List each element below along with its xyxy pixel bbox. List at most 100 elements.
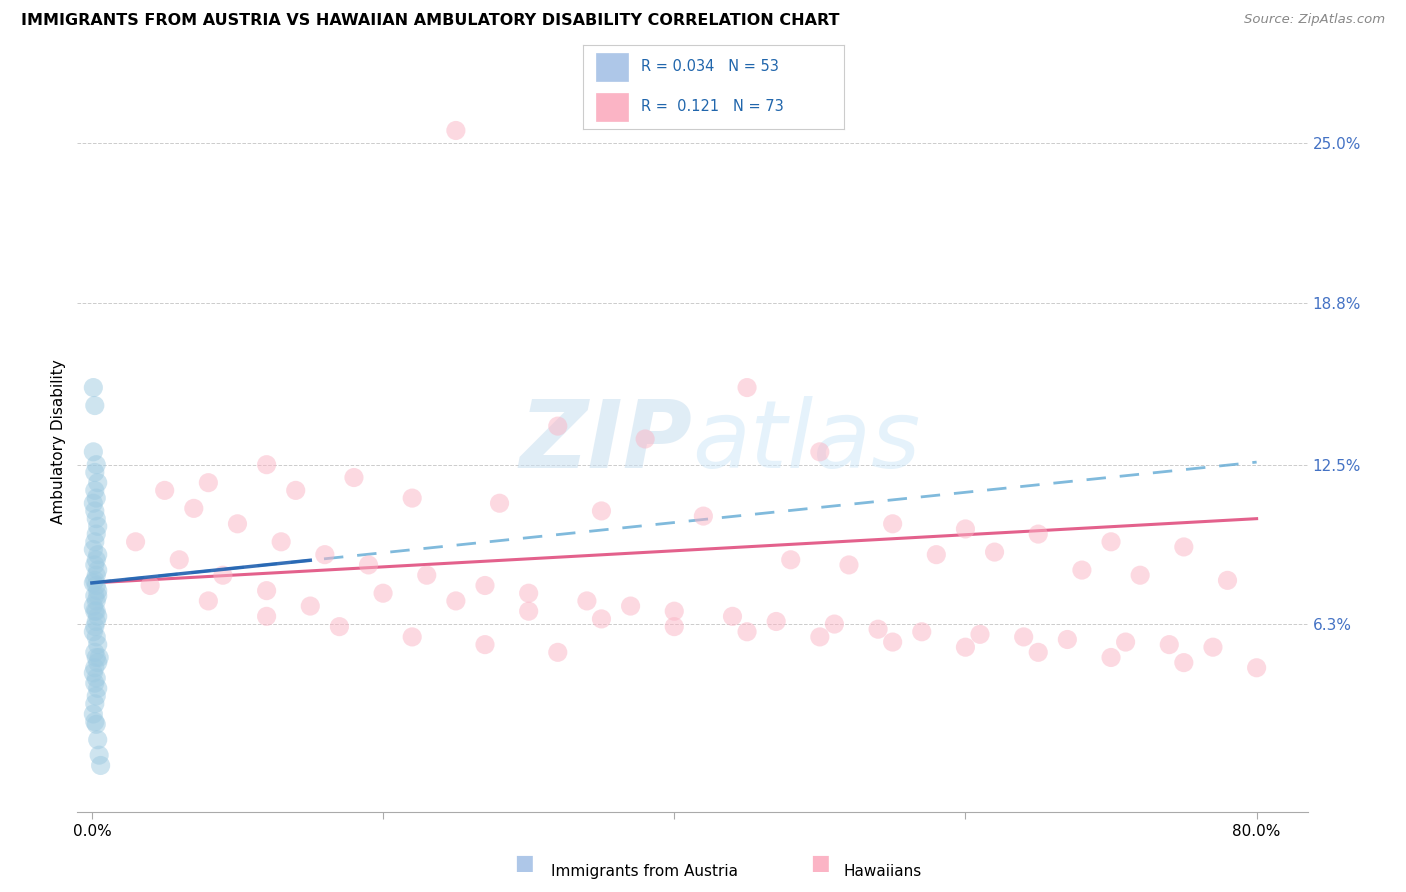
Point: [1099, 650, 1122, 665]
Point: [765, 615, 787, 629]
Point: [401, 630, 423, 644]
Point: [84, 671, 107, 685]
Text: Immigrants from Austria: Immigrants from Austria: [551, 863, 738, 879]
Point: [517, 586, 540, 600]
Point: [1056, 632, 1078, 647]
Point: [969, 627, 991, 641]
Point: [83, 558, 105, 572]
Point: [83, 399, 105, 413]
Point: [882, 516, 904, 531]
Point: [416, 568, 439, 582]
Point: [868, 622, 890, 636]
Point: [83, 574, 105, 588]
Point: [86, 563, 108, 577]
Point: [474, 578, 496, 592]
Point: [575, 594, 598, 608]
Point: [86, 589, 108, 603]
Point: [84, 594, 107, 608]
Point: [86, 548, 108, 562]
Point: [226, 516, 249, 531]
Point: [735, 624, 758, 639]
Point: [591, 612, 613, 626]
Point: [1026, 645, 1049, 659]
Point: [634, 432, 657, 446]
Point: [343, 470, 366, 484]
Text: R = 0.034   N = 53: R = 0.034 N = 53: [641, 59, 779, 74]
Point: [328, 619, 350, 633]
Point: [82, 496, 104, 510]
Point: [124, 534, 146, 549]
Point: [692, 509, 714, 524]
Text: IMMIGRANTS FROM AUSTRIA VS HAWAIIAN AMBULATORY DISABILITY CORRELATION CHART: IMMIGRANTS FROM AUSTRIA VS HAWAIIAN AMBU…: [21, 13, 839, 29]
Point: [955, 522, 977, 536]
Point: [882, 635, 904, 649]
Point: [664, 619, 686, 633]
Point: [444, 594, 467, 608]
Point: [82, 445, 104, 459]
Point: [84, 578, 107, 592]
Point: [83, 483, 105, 498]
Text: Hawaiians: Hawaiians: [844, 863, 922, 879]
Point: [84, 458, 107, 472]
Point: [84, 630, 107, 644]
Point: [86, 732, 108, 747]
Point: [838, 558, 860, 572]
Point: [139, 578, 162, 592]
Point: [83, 697, 105, 711]
Point: [357, 558, 380, 572]
Point: [83, 661, 105, 675]
Point: [82, 599, 104, 613]
Point: [664, 604, 686, 618]
Point: [84, 717, 107, 731]
Point: [84, 650, 107, 665]
Point: [1070, 563, 1092, 577]
Text: R =  0.121   N = 73: R = 0.121 N = 73: [641, 99, 783, 114]
Point: [955, 640, 977, 655]
Point: [83, 466, 105, 480]
Point: [82, 706, 104, 721]
Point: [1173, 656, 1195, 670]
Point: [83, 589, 105, 603]
Point: [84, 511, 107, 525]
Point: [1129, 568, 1152, 582]
Text: ZIP: ZIP: [520, 395, 693, 488]
FancyBboxPatch shape: [596, 93, 627, 120]
Point: [83, 619, 105, 633]
Point: [83, 645, 105, 659]
Point: [183, 501, 205, 516]
Point: [256, 458, 278, 472]
Point: [371, 586, 394, 600]
Point: [779, 553, 801, 567]
Point: [517, 604, 540, 618]
Point: [314, 548, 336, 562]
Point: [808, 445, 831, 459]
Text: ■: ■: [810, 854, 830, 873]
Point: [90, 758, 112, 772]
Point: [256, 609, 278, 624]
Point: [84, 491, 107, 505]
Point: [270, 534, 292, 549]
Point: [82, 542, 104, 557]
Point: [86, 609, 108, 624]
Point: [619, 599, 641, 613]
Point: [84, 615, 107, 629]
Point: [808, 630, 831, 644]
Point: [299, 599, 322, 613]
Point: [547, 419, 569, 434]
Point: [83, 534, 105, 549]
Point: [212, 568, 235, 582]
Point: [84, 604, 107, 618]
Point: [82, 576, 104, 591]
Point: [84, 553, 107, 567]
Point: [83, 714, 105, 729]
Point: [82, 665, 104, 680]
Point: [1099, 534, 1122, 549]
Point: [1202, 640, 1225, 655]
Point: [167, 553, 190, 567]
Point: [474, 638, 496, 652]
Point: [86, 583, 108, 598]
Point: [1173, 540, 1195, 554]
Point: [82, 624, 104, 639]
Point: [89, 748, 111, 763]
Text: atlas: atlas: [693, 396, 921, 487]
